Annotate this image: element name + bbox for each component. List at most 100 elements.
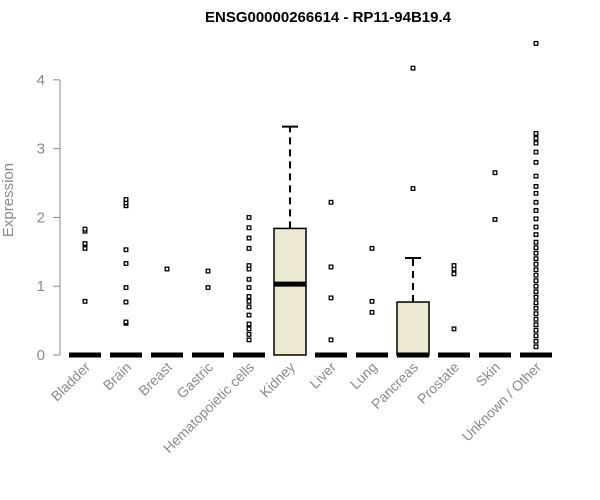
box-hematopoietic-cells [233, 214, 265, 358]
outlier-point [82, 241, 88, 247]
x-tick-label: Bladder [48, 359, 94, 405]
outlier-point [533, 261, 539, 267]
outlier-point [246, 298, 252, 304]
outlier-point [369, 245, 375, 251]
outlier-point [492, 170, 498, 176]
outlier-point [492, 217, 498, 222]
outlier-point [533, 283, 539, 289]
box-breast [151, 266, 183, 358]
outlier-point [246, 294, 252, 299]
outlier-point [82, 298, 88, 304]
outlier-point [451, 263, 457, 269]
outlier-point [533, 344, 539, 350]
box-brain [110, 197, 142, 358]
outlier-point [533, 316, 539, 322]
outlier-point [246, 337, 252, 343]
x-tick-label: Brain [100, 359, 134, 393]
outlier-point [533, 149, 539, 155]
outlier-point [533, 294, 539, 300]
box-pancreas [396, 65, 430, 358]
outlier-point [533, 300, 539, 306]
chart-title: ENSG00000266614 - RP11-94B19.4 [205, 9, 452, 26]
y-tick-label: 4 [37, 72, 45, 89]
outlier-point [533, 333, 539, 339]
outlier-point [533, 159, 539, 165]
box-body [273, 227, 307, 356]
outlier-point [451, 271, 457, 277]
y-tick-label: 3 [37, 141, 45, 158]
outlier-point [533, 278, 539, 284]
outlier-point [164, 266, 170, 272]
outlier-point [246, 276, 252, 282]
outlier-point [451, 326, 457, 332]
outlier-point [123, 197, 129, 202]
outlier-point [533, 239, 539, 245]
outlier-point [246, 285, 252, 291]
box-unknown-other [520, 40, 552, 358]
outlier-point [328, 295, 334, 301]
y-axis: 0 1 2 3 4 [37, 72, 61, 364]
outlier-point [82, 226, 88, 232]
outlier-point [246, 312, 252, 318]
outlier-point [533, 289, 539, 295]
outlier-point [533, 40, 539, 46]
outlier-point [533, 245, 539, 251]
box-gastric [192, 268, 224, 358]
x-tick-label: Liver [306, 359, 339, 392]
outlier-point [328, 264, 334, 270]
outlier-point [533, 190, 539, 196]
outlier-point [246, 326, 252, 332]
outlier-point [328, 337, 334, 343]
outlier-point [533, 250, 539, 256]
box-bladder [69, 226, 101, 358]
outlier-point [246, 321, 252, 327]
outlier-point [533, 135, 539, 141]
outlier-point [246, 304, 252, 310]
outlier-point [410, 186, 416, 191]
outlier-point [123, 247, 129, 253]
box-kidney [273, 125, 307, 356]
outlier-point [410, 65, 416, 71]
y-tick-label: 0 [37, 347, 45, 364]
outlier-point [533, 216, 539, 222]
x-tick-label: Lung [347, 359, 380, 392]
outlier-point [123, 261, 129, 266]
outlier-point [246, 331, 252, 337]
outlier-point [205, 268, 211, 274]
outlier-point [123, 299, 129, 305]
outlier-point [533, 272, 539, 278]
x-tick-label: Breast [135, 359, 175, 399]
outlier-point [533, 232, 539, 238]
outlier-point [123, 319, 129, 325]
outlier-point [533, 173, 539, 179]
outlier-point [533, 305, 539, 311]
outlier-point [533, 267, 539, 273]
y-axis-label: Expression [0, 163, 17, 237]
box-group [69, 40, 552, 358]
outlier-point [369, 309, 375, 315]
outlier-point [533, 224, 539, 230]
box-body [396, 301, 430, 356]
outlier-point [246, 245, 252, 251]
outlier-point [369, 298, 375, 304]
outlier-point [246, 235, 252, 241]
box-skin [479, 170, 511, 358]
y-tick-label: 1 [37, 278, 45, 295]
box-lung [356, 245, 388, 358]
outlier-point [533, 140, 539, 146]
box-liver [315, 199, 347, 358]
outlier-point [533, 338, 539, 344]
outlier-point [246, 214, 252, 220]
outlier-point [533, 208, 539, 213]
outlier-point [328, 199, 334, 205]
outlier-point [246, 225, 252, 231]
x-tick-label: Prostate [414, 359, 462, 407]
x-tick-label: Skin [473, 359, 504, 390]
outlier-point [246, 263, 252, 269]
outlier-point [205, 285, 211, 291]
x-tick-label: Kidney [257, 359, 299, 401]
outlier-point [533, 256, 539, 262]
